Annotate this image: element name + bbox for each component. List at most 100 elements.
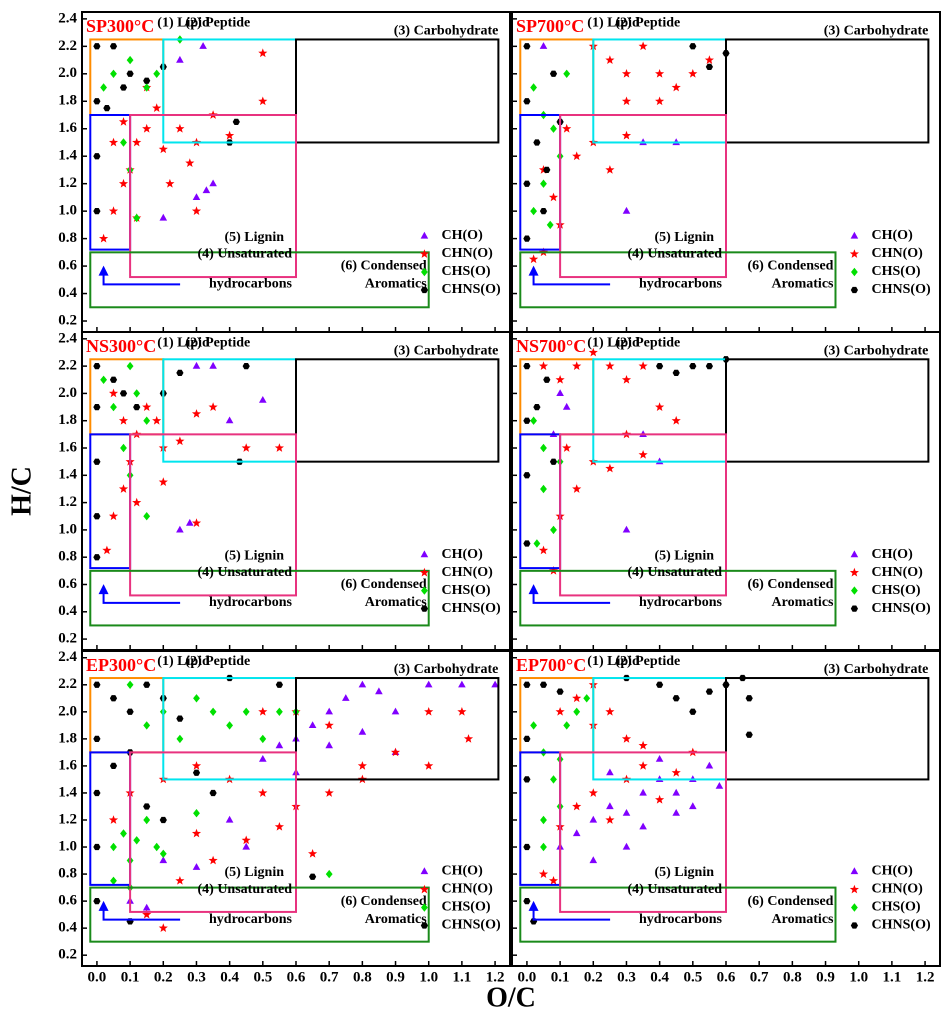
legend-label: CHS(O) (872, 900, 921, 915)
y-tick-label: 0.6 (58, 893, 77, 909)
data-point (689, 43, 697, 50)
data-point (342, 694, 350, 701)
panel-title: NS700°C (516, 336, 586, 356)
region-box (725, 358, 930, 463)
region-label: (3) Carbohydrate (824, 23, 929, 38)
data-point (108, 137, 119, 147)
data-point (540, 443, 547, 453)
data-point (538, 361, 549, 370)
x-tick-label: 0.3 (617, 969, 636, 985)
panel-title: EP300°C (86, 655, 156, 675)
y-tick-label: 0.8 (58, 866, 77, 882)
data-point (93, 458, 101, 465)
data-point (109, 695, 118, 702)
data-point (119, 84, 128, 91)
data-point (605, 361, 615, 370)
y-tick-label: 0.2 (58, 631, 77, 647)
data-point (225, 416, 234, 424)
data-point (325, 869, 333, 879)
y-tick-label: 0.6 (58, 258, 77, 274)
x-tick-label: 1.1 (883, 969, 902, 985)
data-point (391, 707, 400, 715)
data-point (523, 897, 531, 905)
x-tick-label: 0.0 (88, 969, 107, 985)
data-point (120, 829, 127, 838)
region-label: (6) Condensed (341, 259, 427, 274)
data-point (572, 484, 582, 493)
data-point (242, 362, 250, 370)
legend-label: CH(O) (872, 228, 914, 243)
data-point (142, 123, 152, 133)
data-point (622, 206, 631, 214)
x-tick-label: 1.1 (453, 969, 472, 985)
y-tick-label: 2.4 (58, 10, 77, 26)
legend-label: CH(O) (442, 228, 484, 243)
data-point (543, 376, 551, 383)
data-point (530, 206, 537, 216)
data-point (259, 755, 267, 762)
data-point (539, 42, 548, 49)
data-point (523, 843, 531, 851)
legend-label: CHN(O) (872, 565, 924, 580)
data-point (132, 137, 142, 147)
x-tick-label: 0.8 (353, 969, 372, 985)
data-point (191, 828, 202, 838)
data-point (110, 842, 117, 852)
legend-marker (849, 884, 859, 894)
region-label: (1) Lipid (587, 335, 640, 350)
legend-label: CHNS(O) (872, 601, 931, 616)
region-box (162, 38, 297, 144)
data-point (93, 681, 101, 688)
data-point (159, 856, 168, 864)
x-tick-label: 0.5 (683, 969, 702, 985)
panel-frame (511, 650, 941, 967)
data-point (572, 829, 581, 837)
data-point (605, 165, 615, 174)
region-box (295, 677, 500, 781)
data-point (704, 55, 714, 64)
region-box (89, 38, 165, 117)
data-point (158, 477, 168, 486)
data-point (358, 680, 367, 688)
data-point (705, 688, 713, 695)
panel-frame (81, 650, 511, 967)
legend-label: CHN(O) (872, 246, 924, 261)
data-point (185, 158, 195, 167)
data-point (109, 376, 118, 383)
data-point (158, 144, 168, 154)
legend-label: CHNS(O) (442, 918, 501, 933)
x-tick-label: 0.4 (220, 969, 239, 985)
data-point (688, 69, 698, 78)
y-tick-label: 1.8 (58, 93, 77, 109)
legend-label: CHN(O) (442, 565, 494, 580)
data-point (209, 707, 217, 716)
data-point (191, 206, 202, 215)
data-point (118, 117, 129, 126)
data-point (191, 761, 202, 770)
region-label: (5) Lignin (224, 230, 284, 245)
legend-label: CH(O) (872, 864, 914, 879)
legend-marker (850, 922, 858, 929)
y-tick-label: 1.0 (58, 838, 77, 854)
region-label: hydrocarbons (209, 277, 293, 292)
region-label: (6) Condensed (748, 577, 834, 592)
data-point (358, 727, 367, 735)
data-point (671, 415, 681, 425)
data-point (523, 540, 531, 547)
legend-marker (421, 903, 428, 912)
region-label: (2) Peptide (185, 335, 250, 350)
data-point (93, 897, 101, 905)
data-point (715, 782, 724, 789)
y-tick-label: 0.2 (58, 312, 77, 328)
y-tick-label: 2.2 (58, 676, 77, 692)
data-point (176, 369, 184, 377)
region-label: (3) Carbohydrate (394, 343, 499, 358)
region-label: (2) Peptide (615, 15, 680, 30)
data-point (671, 767, 681, 777)
data-point (175, 123, 185, 133)
data-point (538, 545, 549, 555)
legend-marker (849, 567, 859, 577)
data-point (232, 118, 240, 126)
region-label: (4) Unsaturated (198, 882, 293, 897)
region-label: (1) Lipid (587, 15, 640, 30)
